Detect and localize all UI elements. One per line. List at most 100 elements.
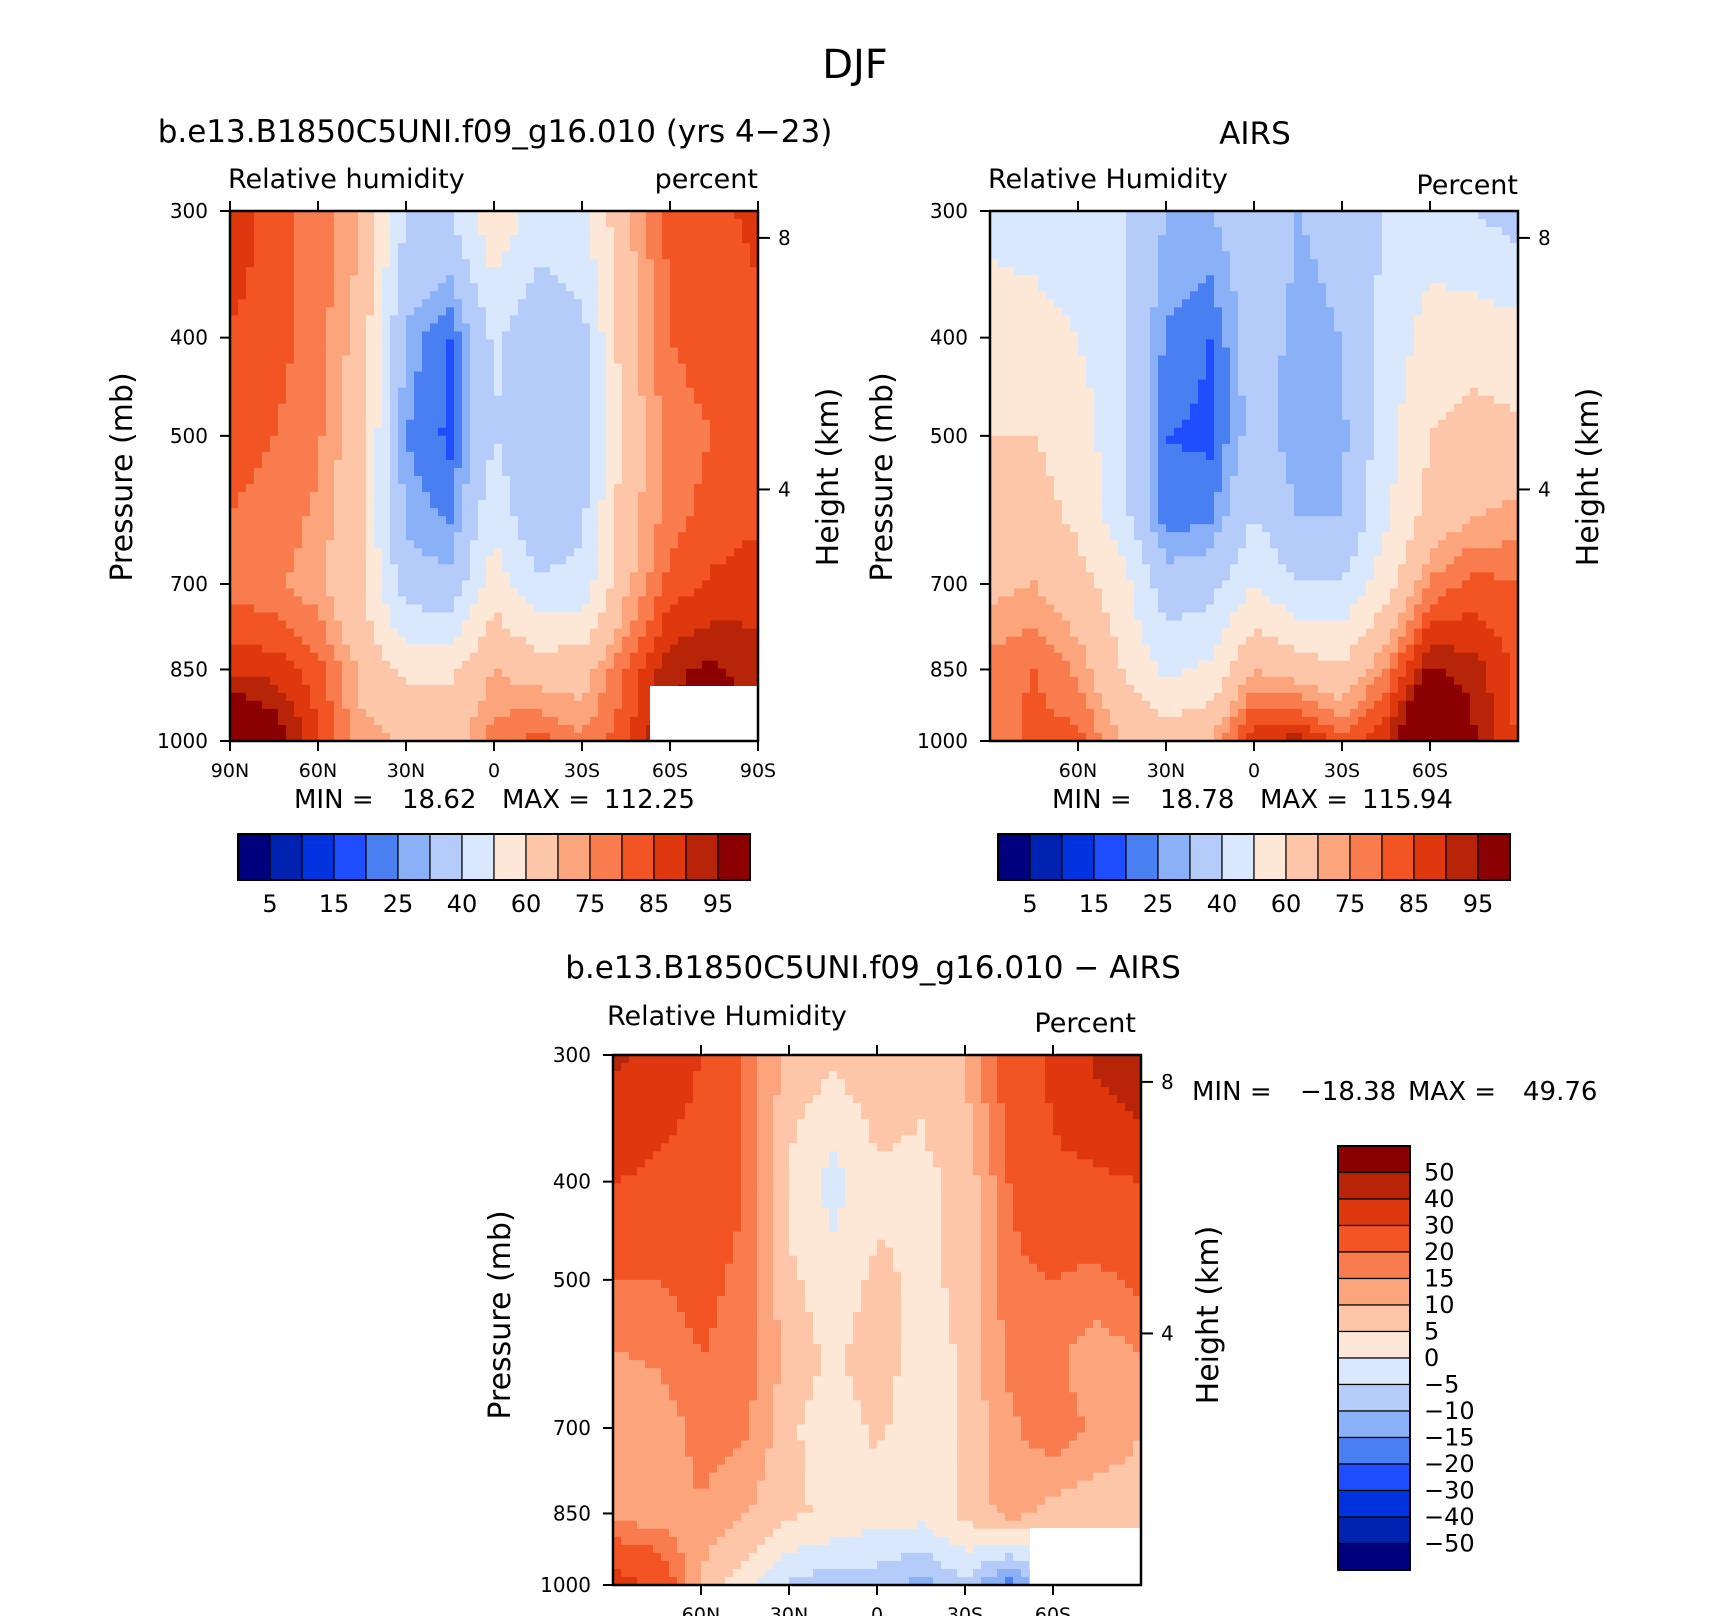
contour-cell [398, 339, 407, 349]
contour-cell [1334, 227, 1343, 236]
contour-cell [310, 235, 319, 244]
contour-cell [606, 516, 615, 525]
contour-cell [750, 267, 759, 276]
contour-cell [1086, 211, 1095, 220]
contour-cell [430, 219, 439, 228]
contour-cell [486, 668, 495, 678]
contour-cell [462, 676, 471, 686]
contour-cell [270, 492, 279, 501]
contour-cell [262, 636, 271, 646]
contour-cell [654, 532, 663, 541]
contour-cell [478, 636, 487, 646]
contour-cell [446, 211, 455, 220]
contour-cell [326, 283, 335, 292]
contour-cell [502, 716, 511, 726]
contour-cell [374, 307, 383, 316]
contour-cell [1038, 259, 1047, 268]
contour-cell [614, 299, 623, 308]
contour-cell [734, 395, 743, 405]
contour-cell [606, 508, 615, 517]
contour-cell [390, 283, 399, 292]
contour-cell [566, 508, 575, 517]
contour-cell [390, 315, 399, 325]
contour-cell [654, 476, 663, 485]
contour-cell [1366, 243, 1375, 252]
contour-cell [390, 676, 399, 686]
contour-cell [526, 347, 535, 357]
colorbar-swatch [717, 833, 751, 881]
contour-cell [510, 540, 519, 549]
contour-cell [558, 427, 567, 437]
contour-cell [286, 283, 295, 292]
contour-cell [262, 307, 271, 316]
contour-cell [310, 596, 319, 606]
contour-cell [286, 379, 295, 389]
contour-cell [1342, 251, 1351, 260]
contour-cell [606, 235, 615, 244]
contour-cell [366, 724, 375, 734]
contour-cell [390, 443, 399, 453]
contour-cell [1142, 251, 1151, 260]
contour-cell [622, 387, 631, 397]
contour-cell [334, 451, 343, 461]
contour-cell [342, 395, 351, 405]
contour-cell [1286, 219, 1295, 228]
contour-cell [678, 283, 687, 292]
contour-cell [694, 251, 703, 260]
contour-cell [326, 219, 335, 228]
contour-cell [694, 604, 703, 614]
contour-cell [454, 283, 463, 292]
contour-cell [334, 363, 343, 373]
contour-cell [478, 411, 487, 421]
contour-cell [414, 612, 423, 622]
contour-cell [574, 636, 583, 646]
contour-cell [518, 684, 527, 694]
contour-cell [526, 716, 535, 726]
contour-cell [742, 588, 751, 598]
contour-cell [326, 644, 335, 654]
contour-cell [494, 363, 503, 373]
contour-cell [702, 347, 711, 357]
contour-cell [630, 451, 639, 461]
contour-cell [238, 540, 247, 549]
contour-cell [686, 443, 695, 453]
contour-cell [278, 716, 287, 726]
panel-model-title: b.e13.B1850C5UNI.f09_g16.010 (yrs 4−23) [158, 114, 833, 150]
contour-cell [574, 676, 583, 686]
contour-cell [238, 251, 247, 260]
contour-cell [718, 331, 727, 341]
contour-cell [454, 267, 463, 276]
contour-cell [318, 347, 327, 357]
contour-cell [558, 564, 567, 573]
contour-cell [342, 435, 351, 445]
contour-cell [302, 411, 311, 421]
contour-cell [254, 283, 263, 292]
contour-cell [366, 339, 375, 349]
contour-cell [622, 724, 631, 734]
contour-cell [1342, 227, 1351, 236]
contour-cell [374, 724, 383, 734]
contour-cell [406, 644, 415, 654]
contour-cell [598, 644, 607, 654]
contour-cell [294, 724, 303, 734]
contour-cell [294, 235, 303, 244]
colorbar-swatch [589, 833, 623, 881]
contour-cell [614, 612, 623, 622]
contour-cell [582, 339, 591, 349]
contour-cell [430, 363, 439, 373]
contour-cell [1062, 243, 1071, 252]
contour-cell [254, 331, 263, 341]
contour-cell [518, 459, 527, 469]
contour-cell [462, 572, 471, 581]
contour-cell [334, 219, 343, 228]
contour-cell [382, 700, 391, 710]
contour-cell [750, 620, 759, 630]
contour-cell [238, 243, 247, 252]
contour-cell [270, 660, 279, 670]
contour-cell [590, 476, 599, 485]
contour-cell [526, 620, 535, 630]
contour-cell [254, 291, 263, 300]
contour-cell [406, 700, 415, 710]
contour-cell [550, 484, 559, 493]
contour-cell [406, 628, 415, 638]
